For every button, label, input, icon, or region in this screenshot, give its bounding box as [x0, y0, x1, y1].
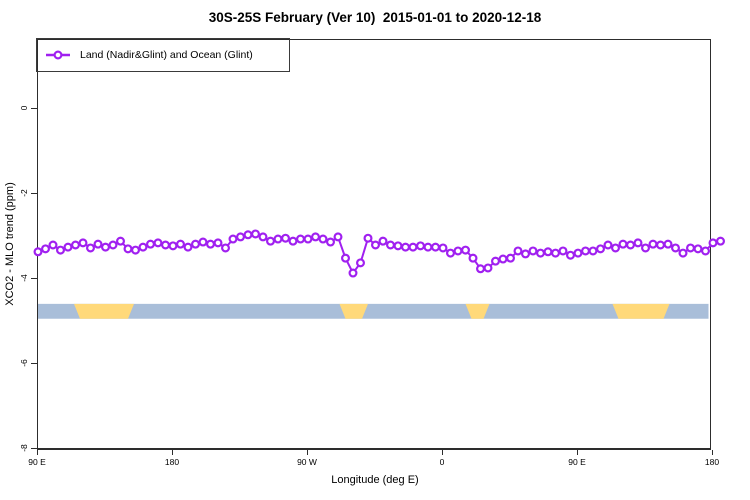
x-tick-label: 90 E [568, 457, 586, 467]
y-tick-label: 0 [19, 105, 29, 111]
x-tick-label: 90 E [28, 457, 46, 467]
chart-title: 30S-25S February (Ver 10) 2015-01-01 to … [208, 10, 542, 25]
y-tick-mark [31, 107, 37, 109]
y-tick-label: -8 [19, 444, 29, 452]
x-tick-mark [441, 450, 443, 455]
legend-box: Land (Nadir&Glint) and Ocean (Glint) [36, 38, 290, 72]
plot-area [33, 39, 725, 450]
y-tick-mark [31, 192, 37, 194]
x-tick-label: 0 [439, 457, 445, 467]
x-tick-mark [711, 450, 713, 455]
x-tick-label: 180 [164, 457, 180, 467]
legend-label: Land (Nadir&Glint) and Ocean (Glint) [80, 49, 253, 61]
legend-marker-icon [46, 50, 70, 60]
y-tick-label: -6 [19, 359, 29, 367]
x-axis-title: Longitude (deg E) [331, 474, 419, 486]
x-tick-mark [306, 450, 308, 455]
y-tick-mark [31, 447, 37, 449]
y-tick-label: -2 [19, 189, 29, 197]
x-tick-label: 90 W [297, 457, 317, 467]
data-series-plot [33, 229, 725, 319]
y-tick-mark [31, 277, 37, 279]
x-tick-mark [171, 450, 173, 455]
x-tick-label: 180 [704, 457, 720, 467]
y-tick-label: -4 [19, 274, 29, 282]
y-tick-mark [31, 362, 37, 364]
x-tick-mark [36, 450, 38, 455]
y-axis-title: XCO2 - MLO trend (ppm) [4, 182, 16, 306]
x-tick-mark [576, 450, 578, 455]
